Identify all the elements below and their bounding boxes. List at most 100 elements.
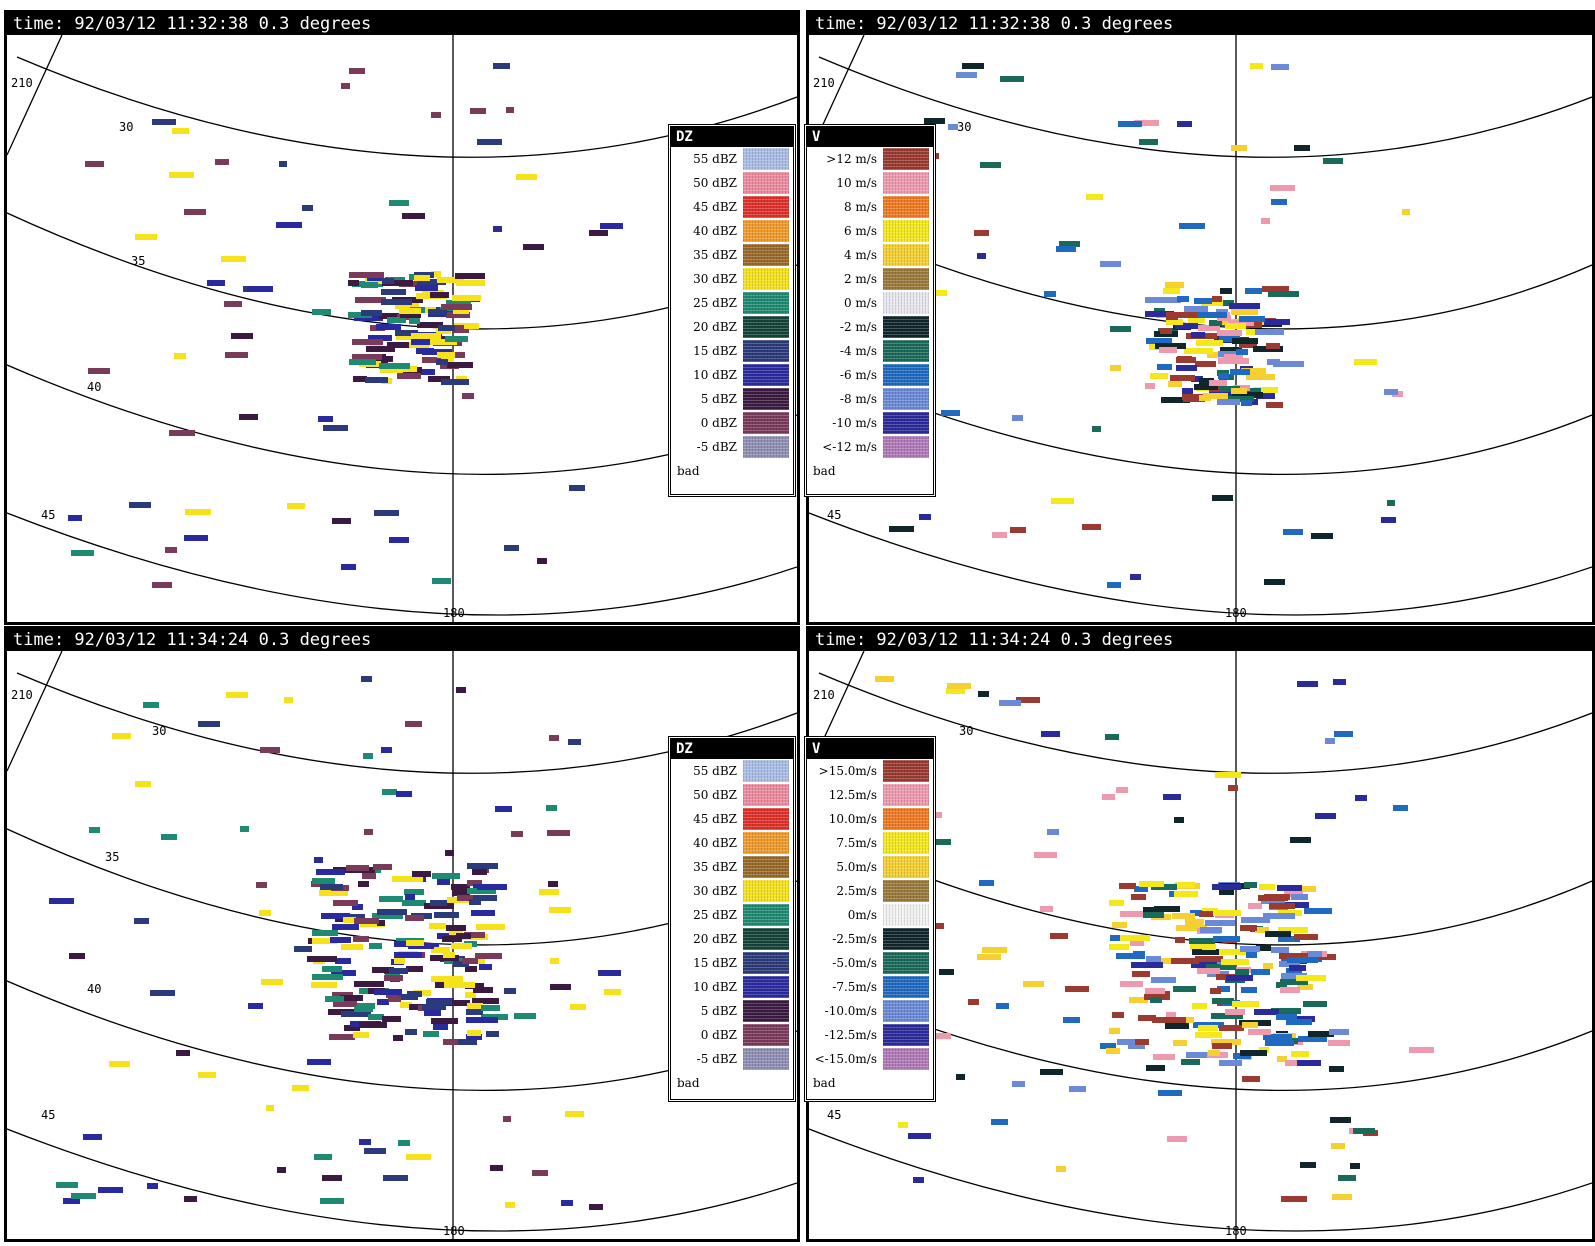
echo-pixel xyxy=(376,324,401,330)
panel-reflectivity-1[interactable]: time: 92/03/12 11:32:38 0.3 degrees 30 3… xyxy=(4,10,800,625)
echo-pixel xyxy=(1278,936,1300,942)
legend-label: -2 m/s xyxy=(839,320,877,334)
radar-plot[interactable]: 30 35 40 45 210 180 xyxy=(7,35,797,625)
echo-pixel xyxy=(1285,1060,1297,1066)
radar-plot[interactable]: 30 35 40 45 210 180 xyxy=(7,651,797,1242)
legend-label: 50 dBZ xyxy=(693,788,737,802)
echo-pixel xyxy=(444,982,475,988)
echo-pixel xyxy=(1163,794,1181,800)
panel-velocity-2[interactable]: time: 92/03/12 11:34:24 0.3 degrees 30 4… xyxy=(806,626,1595,1242)
echo-pixel xyxy=(1331,1143,1345,1149)
legend-label: 2 m/s xyxy=(843,272,877,286)
legend-header: V xyxy=(807,739,933,759)
echo-pixel xyxy=(1146,1065,1165,1071)
panel-reflectivity-2[interactable]: time: 92/03/12 11:34:24 0.3 degrees 30 3… xyxy=(4,626,800,1242)
echo-pixel xyxy=(389,537,409,543)
panel-velocity-1[interactable]: time: 92/03/12 11:32:38 0.3 degrees 30 4… xyxy=(806,10,1595,625)
echo-pixel xyxy=(1069,1086,1086,1092)
echo-pixel xyxy=(374,989,402,995)
panel-title: time: 92/03/12 11:32:38 0.3 degrees xyxy=(7,13,797,35)
echo-pixel xyxy=(307,956,337,962)
echo-pixel xyxy=(1170,375,1195,381)
echo-pixel xyxy=(431,976,463,982)
legend-row: 0 dBZ xyxy=(671,1023,793,1047)
echo-pixel xyxy=(1175,323,1198,329)
echo-pixel xyxy=(1212,1043,1232,1049)
echo-pixel xyxy=(1190,944,1216,950)
echo-pixel xyxy=(1271,64,1289,70)
echo-pixel xyxy=(279,161,287,167)
echo-pixel xyxy=(393,1035,403,1041)
legend-swatch xyxy=(743,364,789,386)
echo-pixel xyxy=(999,700,1021,706)
echo-pixel xyxy=(1220,288,1232,294)
echo-pixel xyxy=(1332,1194,1352,1200)
echo-pixel xyxy=(1117,1039,1135,1045)
echo-pixel xyxy=(523,244,544,250)
legend-swatch xyxy=(883,436,929,458)
legend-header: DZ xyxy=(671,739,793,759)
echo-pixel xyxy=(1290,837,1311,843)
echo-pixel xyxy=(1236,349,1248,355)
echo-pixel xyxy=(1265,931,1291,937)
echo-pixel xyxy=(462,393,474,399)
echo-pixel xyxy=(1174,817,1184,823)
legend-row: 25 dBZ xyxy=(671,903,793,927)
echo-pixel xyxy=(381,747,392,753)
legend-row: 25 dBZ xyxy=(671,291,793,315)
radar-plot[interactable]: 30 45 210 180 xyxy=(809,651,1592,1242)
echo-pixel xyxy=(1264,319,1290,325)
echo-pixel xyxy=(1300,1162,1316,1168)
echo-pixel xyxy=(908,1133,931,1139)
echo-pixel xyxy=(889,526,914,532)
echo-pixel xyxy=(1199,911,1214,917)
echo-pixel xyxy=(388,996,401,1002)
echo-pixel xyxy=(383,1175,408,1181)
echo-pixel xyxy=(415,285,438,291)
legend-label: 7.5m/s xyxy=(836,836,877,850)
ring-label-30: 30 xyxy=(119,120,133,134)
echo-pixel xyxy=(1402,209,1410,215)
echo-pixel xyxy=(434,947,450,953)
echo-pixel xyxy=(1241,987,1257,993)
legend-label: <-12 m/s xyxy=(822,440,877,454)
echo-pixel xyxy=(547,830,570,836)
echo-pixel xyxy=(1409,1047,1434,1053)
legend-swatch xyxy=(743,952,789,974)
echo-pixel xyxy=(1217,330,1242,336)
ring-label-30: 30 xyxy=(957,120,971,134)
echo-pixel xyxy=(1194,384,1218,390)
legend-label: -12.5m/s xyxy=(824,1028,877,1042)
legend-row: <-15.0m/s xyxy=(807,1047,933,1071)
legend-row: 30 dBZ xyxy=(671,267,793,291)
echo-pixel xyxy=(561,1200,573,1206)
radar-plot[interactable]: 30 45 210 180 xyxy=(809,35,1592,625)
echo-pixel xyxy=(1224,354,1243,360)
echo-pixel xyxy=(325,996,344,1002)
echo-pixel xyxy=(1315,813,1336,819)
echo-pixel xyxy=(348,280,359,286)
echo-pixel xyxy=(1138,1015,1156,1021)
echo-pixel xyxy=(589,230,608,236)
echo-pixel xyxy=(454,323,479,329)
legend-row: 0 dBZ xyxy=(671,411,793,435)
echo-pixel xyxy=(1283,529,1303,535)
echo-pixel xyxy=(1213,936,1240,942)
echo-pixel xyxy=(1281,1196,1307,1202)
echo-pixels xyxy=(68,63,623,588)
echo-pixel xyxy=(473,987,493,993)
echo-pixel xyxy=(941,410,960,416)
echo-pixel xyxy=(321,913,350,919)
echo-pixel xyxy=(1139,139,1158,145)
echo-pixel xyxy=(467,1003,483,1009)
echo-pixel xyxy=(506,107,514,113)
echo-pixel xyxy=(350,914,365,920)
legend-swatch xyxy=(743,196,789,218)
legend-label: 15 dBZ xyxy=(693,344,737,358)
echo-pixel xyxy=(207,280,225,286)
legend-label: 5 dBZ xyxy=(700,1004,737,1018)
echo-pixel xyxy=(1231,145,1247,151)
echo-pixel xyxy=(1171,958,1199,964)
echo-pixel xyxy=(1265,1040,1294,1046)
echo-pixel xyxy=(316,869,345,875)
